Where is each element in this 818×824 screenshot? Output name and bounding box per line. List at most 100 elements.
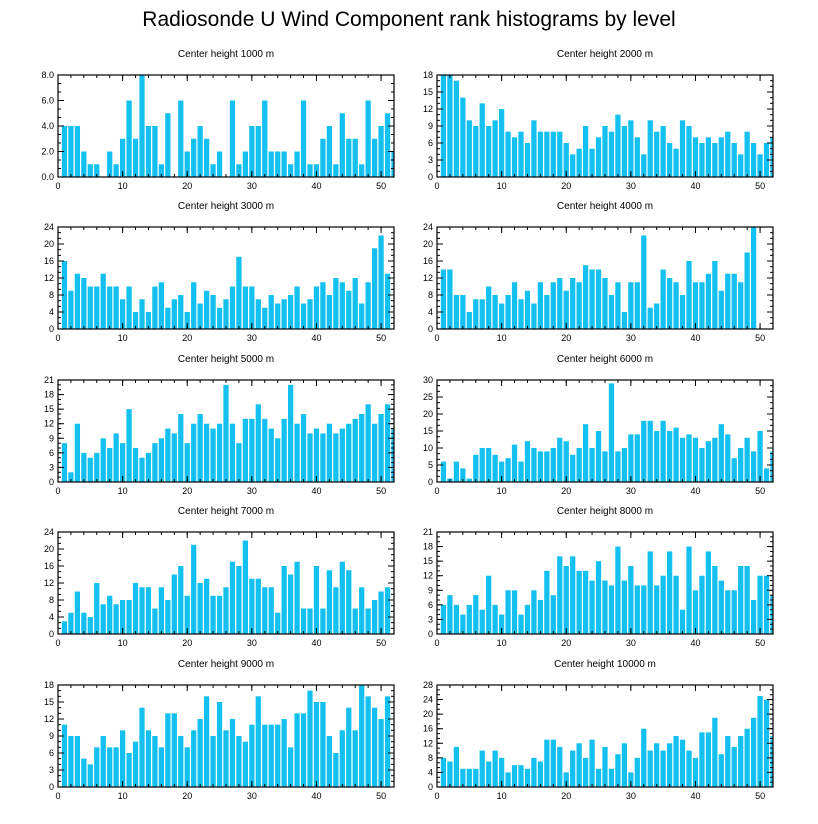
histogram-bar — [339, 113, 345, 177]
histogram-bar — [132, 448, 139, 482]
histogram-bar — [718, 754, 724, 787]
panel-title: Center height 7000 m — [178, 506, 274, 517]
histogram-bar — [460, 97, 466, 177]
histogram-bar — [570, 454, 576, 482]
x-tick-label: 30 — [626, 638, 636, 648]
y-tick-label: 24 — [44, 527, 54, 537]
y-tick-label: 21 — [44, 375, 54, 385]
histogram-panel-1: Center height 1000 m 0.0 2.0 4.0 6.0 8.0 0 10 20… — [41, 49, 395, 191]
histogram-bar — [216, 595, 223, 634]
histogram-bar — [511, 137, 518, 177]
histogram-bar — [236, 566, 242, 634]
histogram-bar — [178, 736, 184, 787]
histogram-bar — [281, 566, 287, 634]
histogram-bar — [699, 282, 705, 329]
histogram-bar — [595, 137, 602, 177]
panel-title: Center height 2000 m — [557, 49, 653, 60]
histogram-bar — [339, 428, 345, 482]
x-tick-label: 20 — [561, 791, 571, 801]
x-tick-label: 0 — [55, 181, 60, 191]
y-tick-label: 18 — [423, 70, 433, 80]
histogram-bar — [479, 299, 485, 329]
histogram-bar — [453, 461, 460, 482]
histogram-bar — [126, 286, 132, 329]
histogram-bar — [287, 574, 294, 634]
histogram-bar — [184, 443, 190, 482]
histogram-bar — [365, 282, 371, 329]
histogram-bar — [725, 273, 731, 329]
histogram-bar — [94, 164, 100, 177]
histogram-bar — [333, 753, 339, 787]
histogram-bar — [339, 730, 345, 787]
histogram-bar — [210, 595, 216, 634]
histogram-bar — [197, 303, 203, 329]
y-tick-label: 24 — [423, 222, 433, 232]
histogram-bar — [307, 690, 313, 787]
histogram-bar — [673, 427, 679, 482]
histogram-bar — [229, 423, 236, 482]
histogram-bar — [152, 286, 158, 329]
histogram-bar — [113, 433, 119, 482]
histogram-bar — [74, 736, 81, 787]
histogram-bar — [236, 736, 242, 787]
histogram-bar — [216, 151, 223, 177]
histogram-bar — [87, 164, 93, 177]
y-tick-label: 6 — [49, 748, 54, 758]
histogram-bar — [608, 585, 615, 634]
histogram-bar — [570, 154, 576, 177]
histogram-bar — [100, 604, 106, 634]
histogram-bar — [126, 753, 132, 787]
histogram-bar — [582, 265, 589, 329]
histogram-bar — [352, 418, 358, 482]
histogram-bar — [602, 746, 608, 787]
histogram-bar — [453, 604, 460, 634]
y-tick-label: 0 — [428, 477, 433, 487]
histogram-bar — [615, 451, 621, 482]
y-tick-label: 4 — [49, 307, 54, 317]
histogram-bar — [281, 299, 287, 329]
y-tick-label: 6 — [428, 600, 433, 610]
histogram-bar — [242, 286, 249, 329]
histogram-bar — [371, 138, 378, 177]
y-tick-label: 16 — [423, 256, 433, 266]
histogram-bar — [119, 299, 126, 329]
histogram-bar — [384, 113, 391, 177]
histogram-bar — [152, 443, 158, 482]
histogram-bar — [236, 443, 242, 482]
histogram-bar — [326, 423, 333, 482]
histogram-bar — [294, 561, 300, 634]
panel-title: Center height 4000 m — [557, 201, 653, 212]
histogram-bar — [294, 151, 300, 177]
histogram-panel-3: Center height 3000 m 0 4 8 12 16 20 24 0 10 20 30 40… — [44, 201, 395, 343]
x-tick-label: 0 — [434, 486, 439, 496]
histogram-bar — [287, 384, 294, 482]
histogram-bar — [492, 120, 498, 177]
histogram-bar — [757, 695, 763, 787]
histogram-bar — [61, 261, 68, 329]
histogram-bar — [158, 587, 165, 634]
histogram-bar — [679, 739, 686, 787]
histogram-bar — [132, 741, 139, 787]
histogram-bar — [275, 303, 281, 329]
histogram-bar — [570, 278, 576, 329]
histogram-bar — [654, 431, 660, 482]
x-tick-label: 10 — [118, 791, 128, 801]
histogram-bar — [294, 713, 300, 787]
histogram-bar — [712, 566, 718, 634]
y-tick-label: 12 — [44, 273, 54, 283]
histogram-bar — [518, 131, 524, 177]
y-tick-label: 6 — [428, 138, 433, 148]
y-tick-label: 10 — [423, 443, 433, 453]
histogram-bar — [229, 719, 236, 787]
histogram-bar — [738, 566, 744, 634]
y-tick-label: 8 — [428, 290, 433, 300]
histogram-bar — [744, 131, 750, 177]
histogram-bar — [660, 126, 666, 177]
histogram-bar — [223, 587, 229, 634]
histogram-bar — [498, 614, 505, 634]
y-tick-label: 16 — [44, 256, 54, 266]
histogram-bar — [725, 590, 731, 634]
histogram-bar — [557, 746, 563, 787]
y-tick-label: 5 — [428, 460, 433, 470]
histogram-bar — [378, 414, 384, 482]
